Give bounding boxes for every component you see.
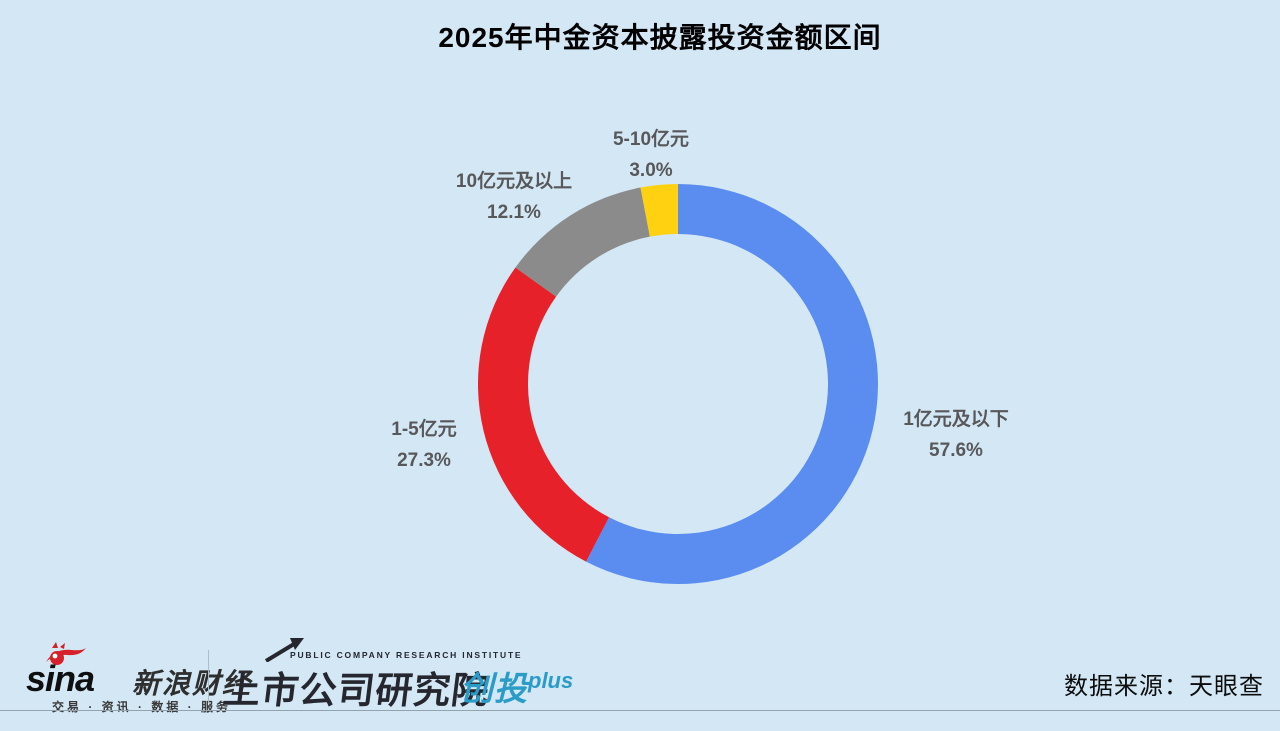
institute-cn-text: 上市公司研究院: [221, 670, 493, 711]
rising-arrow-icon: [264, 638, 304, 662]
slice-label-1-5yi: 1-5亿元 27.3%: [391, 414, 456, 476]
sina-finance-name: 新浪财经: [132, 668, 253, 699]
footer-rule: [0, 710, 1280, 711]
sina-eye-icon: [46, 642, 86, 665]
slice-label-pct: 27.3%: [397, 450, 451, 471]
slice-label-pct: 12.1%: [487, 202, 541, 223]
slice-label-name: 10亿元及以上: [455, 171, 573, 192]
chuangtou-plus-logo: 创投plus: [460, 662, 573, 710]
slice-label-pct: 57.6%: [929, 440, 983, 461]
chuangtou-cn-text: 创投: [460, 670, 528, 707]
donut-slice-2: [515, 187, 650, 297]
sina-brand-text: sina: [26, 658, 95, 699]
institute-logo: PUBLIC COMPANY RESEARCH INSTITUTE 上市公司研究…: [221, 638, 521, 711]
footer-divider: [208, 650, 209, 702]
institute-en-text: PUBLIC COMPANY RESEARCH INSTITUTE: [290, 650, 523, 660]
donut-slice-1: [477, 267, 610, 562]
slice-label-name: 1-5亿元: [391, 419, 457, 440]
page-title: 2025年中金资本披露投资金额区间: [438, 22, 882, 53]
slice-label-over-10yi: 10亿元及以上 12.1%: [456, 166, 572, 228]
donut-chart-area: [477, 184, 878, 584]
chuangtou-plus-suffix: plus: [528, 668, 574, 693]
slice-label-name: 5-10亿元: [612, 129, 690, 150]
slice-label-5-10yi: 5-10亿元 3.0%: [613, 124, 689, 186]
donut-chart: [477, 184, 878, 584]
footer: sina 新浪财经 交易 · 资讯 · 数据 · 服务 PUBLIC COMPA…: [0, 638, 1280, 731]
donut-slice-0: [586, 184, 878, 584]
donut-slice-3: [640, 184, 678, 237]
data-source-note: 数据来源：天眼查: [1064, 673, 1264, 700]
slice-label-pct: 3.0%: [629, 160, 673, 181]
sina-tagline: 交易 · 资讯 · 数据 · 服务: [52, 700, 231, 714]
slice-label-name: 1亿元及以下: [903, 409, 1009, 430]
slice-label-under-1yi: 1亿元及以下 57.6%: [903, 404, 1009, 466]
